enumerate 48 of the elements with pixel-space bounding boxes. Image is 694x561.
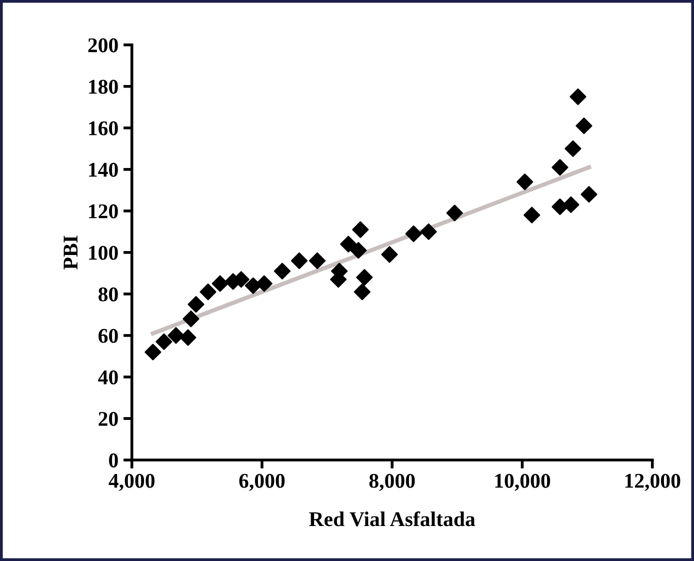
point: [350, 242, 367, 259]
point: [182, 310, 200, 328]
point: [354, 284, 370, 300]
point: [156, 333, 172, 350]
point: [256, 275, 272, 292]
y-tick-label: 200: [88, 38, 118, 52]
y-tick-label: 40: [98, 370, 118, 384]
point: [144, 344, 162, 360]
point: [200, 284, 216, 300]
point: [188, 296, 204, 313]
y-tick-label: 180: [89, 80, 118, 94]
y-tick-label: 0: [109, 453, 118, 468]
point: [405, 225, 422, 242]
point: [570, 88, 586, 106]
point: [244, 277, 262, 294]
x-tick-label: 4,000: [108, 474, 155, 491]
point: [212, 275, 228, 292]
point: [552, 159, 568, 176]
point: [524, 206, 540, 224]
point: [420, 223, 437, 240]
x-tick-label: 6,000: [239, 474, 285, 491]
point: [168, 327, 184, 344]
y-axis-title: PBI: [64, 236, 78, 270]
y-tick-label: 140: [89, 162, 118, 177]
y-tick-label: 60: [98, 328, 118, 343]
x-tick-label: 12,000: [625, 474, 680, 491]
point: [308, 252, 326, 270]
y-tick-label: 100: [89, 246, 118, 260]
point: [576, 118, 592, 134]
x-tick-label: 10,000: [495, 474, 550, 491]
point: [352, 221, 369, 238]
y-tick-label: 160: [89, 121, 118, 136]
point: [340, 236, 357, 252]
y-tick-label: 20: [98, 412, 118, 426]
y-tick-label: 120: [89, 204, 118, 218]
x-tick-label: 8,000: [369, 474, 415, 491]
point: [516, 174, 534, 190]
point: [564, 140, 582, 157]
point: [381, 246, 398, 263]
point: [446, 204, 463, 222]
point: [274, 262, 291, 280]
point: [356, 269, 373, 286]
point: [180, 329, 196, 346]
y-tick-label: 80: [98, 287, 118, 302]
point: [290, 252, 308, 270]
point: [562, 196, 580, 214]
x-axis-title: Red Vial Asfaltada: [309, 511, 476, 526]
point: [580, 186, 598, 203]
